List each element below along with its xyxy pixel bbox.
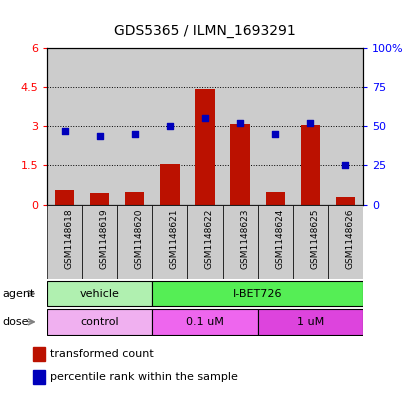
Bar (292, 205, 327, 279)
Bar (230, 123, 249, 205)
Text: GSM1148624: GSM1148624 (274, 208, 283, 269)
Point (166, 123, 173, 129)
Text: vehicle: vehicle (80, 288, 119, 299)
Bar (265, 192, 284, 205)
Point (131, 131, 138, 137)
Point (306, 120, 313, 126)
Bar (82, 205, 117, 279)
Bar (47, 48, 82, 205)
Point (341, 162, 348, 169)
Bar (257, 48, 292, 205)
Bar (300, 125, 319, 205)
Point (271, 131, 278, 137)
Text: GSM1148626: GSM1148626 (344, 208, 353, 269)
Bar (152, 309, 257, 334)
Bar (47, 281, 152, 306)
Text: GSM1148623: GSM1148623 (240, 208, 249, 269)
Bar (257, 309, 362, 334)
Bar (152, 48, 187, 205)
Text: I-BET726: I-BET726 (232, 288, 282, 299)
Text: GSM1148621: GSM1148621 (169, 208, 178, 269)
Point (61, 128, 68, 134)
Bar (47, 205, 82, 279)
Bar (47, 309, 152, 334)
Bar (222, 48, 257, 205)
Bar (222, 205, 257, 279)
Bar (187, 205, 222, 279)
Text: 1 uM: 1 uM (296, 317, 323, 327)
Text: GDS5365 / ILMN_1693291: GDS5365 / ILMN_1693291 (114, 24, 295, 38)
Bar (257, 205, 292, 279)
Text: agent: agent (2, 288, 34, 299)
Bar (33, 347, 45, 361)
Bar (195, 90, 214, 205)
Bar (292, 48, 327, 205)
Text: transformed count: transformed count (50, 349, 153, 359)
Bar (125, 192, 144, 205)
Bar (327, 48, 362, 205)
Text: percentile rank within the sample: percentile rank within the sample (50, 372, 238, 382)
Bar (117, 48, 152, 205)
Bar (55, 190, 74, 205)
Bar (90, 193, 109, 205)
Bar (160, 164, 179, 205)
Text: GSM1148618: GSM1148618 (65, 208, 74, 269)
Text: 0.1 uM: 0.1 uM (186, 317, 223, 327)
Bar (152, 281, 362, 306)
Point (236, 120, 243, 126)
Text: dose: dose (2, 317, 29, 327)
Bar (33, 370, 45, 384)
Text: GSM1148625: GSM1148625 (310, 208, 319, 269)
Text: GSM1148620: GSM1148620 (135, 208, 144, 269)
Bar (82, 48, 117, 205)
Bar (327, 205, 362, 279)
Bar (335, 197, 354, 205)
Text: control: control (80, 317, 119, 327)
Bar (152, 205, 187, 279)
Text: GSM1148622: GSM1148622 (204, 208, 213, 269)
Bar (187, 48, 222, 205)
Point (201, 115, 208, 121)
Bar (117, 205, 152, 279)
Text: GSM1148619: GSM1148619 (99, 208, 108, 269)
Point (96, 132, 103, 139)
